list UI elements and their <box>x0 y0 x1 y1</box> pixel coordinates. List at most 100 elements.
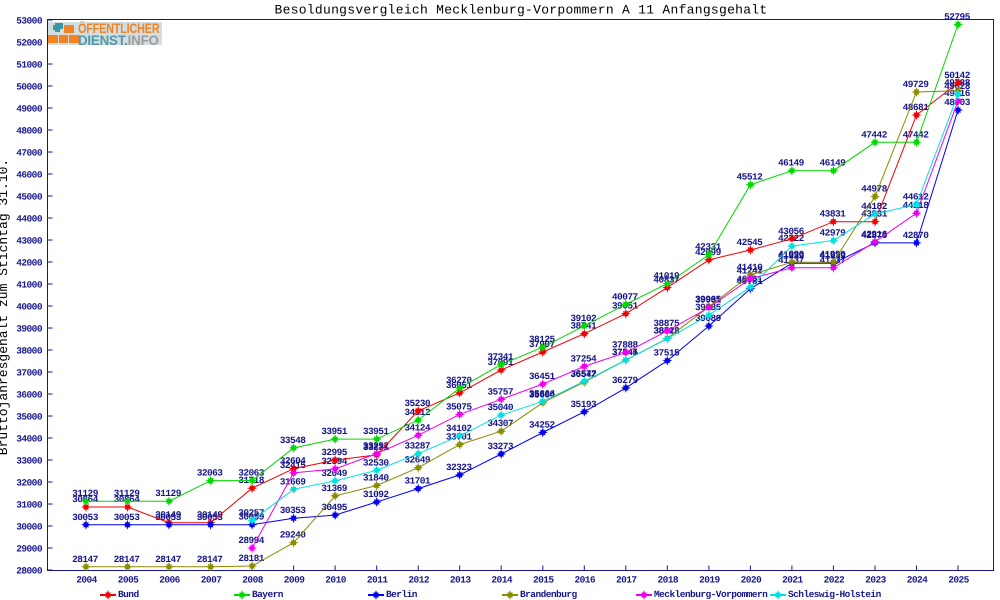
svg-text:35193: 35193 <box>570 399 597 410</box>
svg-text:32000: 32000 <box>16 478 43 489</box>
svg-text:Besoldungsvergleich Mecklenbur: Besoldungsvergleich Mecklenburg-Vorpomme… <box>275 3 768 18</box>
svg-text:49000: 49000 <box>16 104 43 115</box>
svg-text:33548: 33548 <box>280 435 307 446</box>
svg-text:Bund: Bund <box>118 589 139 600</box>
svg-text:38000: 38000 <box>16 346 43 357</box>
svg-text:43056: 43056 <box>778 226 805 237</box>
svg-text:36270: 36270 <box>446 375 473 386</box>
svg-text:38875: 38875 <box>653 318 680 329</box>
svg-text:47442: 47442 <box>861 129 888 140</box>
svg-text:36542: 36542 <box>570 369 597 380</box>
svg-text:32049: 32049 <box>321 468 348 479</box>
svg-text:41000: 41000 <box>16 280 43 291</box>
svg-text:42545: 42545 <box>737 237 764 248</box>
svg-text:34307: 34307 <box>487 418 514 429</box>
svg-text:44978: 44978 <box>861 184 888 195</box>
svg-text:2024: 2024 <box>907 575 928 586</box>
svg-text:30257: 30257 <box>238 507 265 518</box>
svg-text:48000: 48000 <box>16 126 43 137</box>
svg-text:39000: 39000 <box>16 324 43 335</box>
svg-text:50142: 50142 <box>944 70 971 81</box>
svg-text:36279: 36279 <box>612 375 639 386</box>
svg-text:44612: 44612 <box>903 192 930 203</box>
svg-text:36451: 36451 <box>529 371 556 382</box>
svg-text:28147: 28147 <box>155 554 182 565</box>
svg-text:31092: 31092 <box>363 489 390 500</box>
svg-text:Schleswig-Holstein: Schleswig-Holstein <box>788 589 882 600</box>
svg-text:37000: 37000 <box>16 368 43 379</box>
svg-text:33000: 33000 <box>16 456 43 467</box>
svg-text:33951: 33951 <box>363 426 390 437</box>
svg-text:42870: 42870 <box>903 230 930 241</box>
svg-text:44000: 44000 <box>16 214 43 225</box>
svg-text:32323: 32323 <box>446 462 473 473</box>
svg-text:32995: 32995 <box>321 447 348 458</box>
svg-text:53000: 53000 <box>16 16 43 27</box>
svg-text:42870: 42870 <box>861 230 888 241</box>
svg-text:2004: 2004 <box>76 575 97 586</box>
svg-text:48681: 48681 <box>903 102 930 113</box>
svg-text:29000: 29000 <box>16 544 43 555</box>
svg-text:49729: 49729 <box>903 79 930 90</box>
svg-text:51000: 51000 <box>16 60 43 71</box>
svg-text:28147: 28147 <box>72 554 99 565</box>
svg-text:35040: 35040 <box>487 402 514 413</box>
svg-text:41990: 41990 <box>778 249 805 260</box>
svg-text:31701: 31701 <box>404 476 431 487</box>
svg-text:29240: 29240 <box>280 530 307 541</box>
svg-text:33287: 33287 <box>404 441 431 452</box>
svg-text:28147: 28147 <box>197 554 224 565</box>
svg-text:46000: 46000 <box>16 170 43 181</box>
svg-text:43831: 43831 <box>820 209 847 220</box>
svg-text:28147: 28147 <box>114 554 141 565</box>
svg-text:30000: 30000 <box>16 522 43 533</box>
svg-text:41410: 41410 <box>737 262 764 273</box>
svg-text:2023: 2023 <box>865 575 886 586</box>
svg-text:35604: 35604 <box>529 390 556 401</box>
svg-text:44182: 44182 <box>861 201 888 212</box>
svg-text:2011: 2011 <box>367 575 388 586</box>
svg-text:2017: 2017 <box>616 575 637 586</box>
svg-text:2009: 2009 <box>284 575 305 586</box>
svg-text:35666: 35666 <box>529 388 556 399</box>
svg-text:41990: 41990 <box>820 249 847 260</box>
svg-text:2025: 2025 <box>948 575 969 586</box>
svg-text:34124: 34124 <box>404 422 431 433</box>
svg-text:2007: 2007 <box>201 575 222 586</box>
svg-text:31669: 31669 <box>280 476 307 487</box>
svg-text:41019: 41019 <box>653 271 680 282</box>
svg-text:30149: 30149 <box>197 510 224 521</box>
svg-text:33951: 33951 <box>321 426 348 437</box>
svg-text:40000: 40000 <box>16 302 43 313</box>
svg-text:35757: 35757 <box>487 386 514 397</box>
svg-text:32649: 32649 <box>404 455 431 466</box>
svg-text:30053: 30053 <box>114 512 141 523</box>
svg-text:2006: 2006 <box>159 575 180 586</box>
svg-text:Berlin: Berlin <box>386 589 418 600</box>
svg-text:37341: 37341 <box>487 352 514 363</box>
svg-text:42000: 42000 <box>16 258 43 269</box>
svg-text:31129: 31129 <box>114 488 141 499</box>
svg-text:32063: 32063 <box>197 468 224 479</box>
svg-text:46149: 46149 <box>820 158 847 169</box>
svg-text:42916: 42916 <box>861 229 888 240</box>
svg-text:28000: 28000 <box>16 566 43 577</box>
svg-text:31369: 31369 <box>321 483 348 494</box>
svg-text:2019: 2019 <box>699 575 720 586</box>
svg-text:39965: 39965 <box>695 294 722 305</box>
svg-text:2005: 2005 <box>118 575 139 586</box>
svg-text:52795: 52795 <box>944 12 971 23</box>
svg-text:2008: 2008 <box>242 575 263 586</box>
svg-text:39102: 39102 <box>570 313 597 324</box>
svg-text:2010: 2010 <box>325 575 346 586</box>
svg-text:30353: 30353 <box>280 505 307 516</box>
svg-text:35075: 35075 <box>446 401 473 412</box>
svg-text:2015: 2015 <box>533 575 554 586</box>
svg-text:33292: 33292 <box>363 441 390 452</box>
svg-text:31000: 31000 <box>16 500 43 511</box>
svg-text:47442: 47442 <box>903 129 930 140</box>
svg-text:40077: 40077 <box>612 291 639 302</box>
svg-text:36000: 36000 <box>16 390 43 401</box>
svg-text:34102: 34102 <box>446 423 473 434</box>
svg-text:37888: 37888 <box>612 340 639 351</box>
